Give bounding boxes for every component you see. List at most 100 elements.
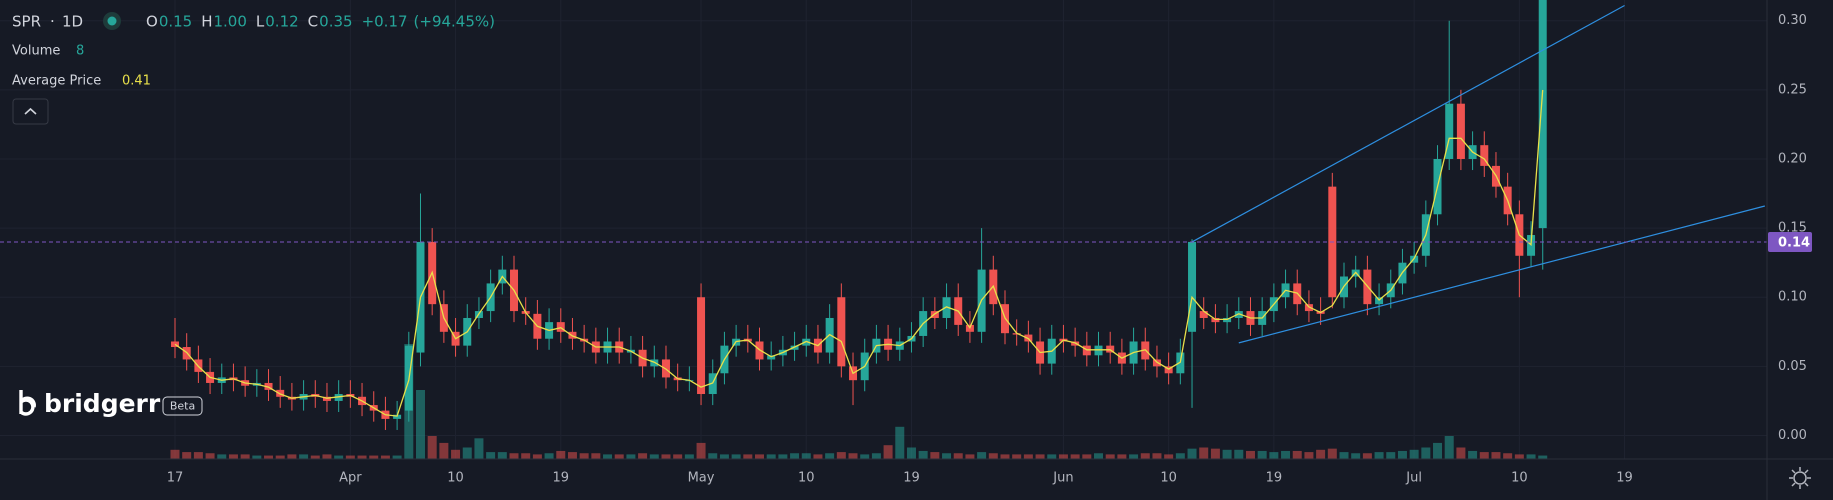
- x-tick-label: 10: [1511, 471, 1528, 486]
- x-tick-label: Jun: [1052, 471, 1073, 486]
- x-tick-label: 10: [798, 471, 815, 486]
- volume-bar: [918, 450, 928, 459]
- volume-bar: [1374, 452, 1384, 459]
- volume-bar: [521, 453, 531, 459]
- quote-label: C: [308, 13, 318, 31]
- volume-bar: [1210, 448, 1220, 459]
- volume-bar: [603, 454, 613, 459]
- volume-bar: [205, 453, 215, 459]
- indicator-value: 0.41: [122, 74, 151, 89]
- volume-bar: [778, 454, 788, 459]
- header: SPR · 1D O 0.15 H 1.00 L 0.12 C 0.35 +0.17 (+94.4…: [12, 12, 495, 125]
- candle-body: [322, 396, 331, 401]
- settings[interactable]: [1789, 467, 1811, 489]
- x-tick-label: 19: [903, 471, 920, 486]
- volume-bar: [743, 454, 753, 459]
- volume-bar: [334, 455, 344, 459]
- badge-box: [162, 396, 203, 416]
- quote: O 0.15 H 1.00 L 0.12 C 0.35 +0.17 (+94.45%): [146, 13, 495, 31]
- candle-body: [1106, 345, 1115, 353]
- volume-bar: [1351, 453, 1361, 459]
- volume-bar: [1421, 447, 1431, 459]
- symbol: SPR: [12, 13, 41, 31]
- volume-bar: [1047, 454, 1057, 459]
- y-tick-label: 0.10: [1778, 290, 1807, 305]
- volume-bar: [1526, 454, 1536, 459]
- quote-value: 1.00: [214, 13, 247, 31]
- quote-value: 0.35: [319, 13, 352, 31]
- volume-bar: [1245, 450, 1255, 459]
- volume-bar: [486, 452, 496, 459]
- volume-bar: [1433, 442, 1443, 459]
- candle-body: [1199, 311, 1208, 318]
- volume-bar: [1082, 454, 1092, 459]
- y-tick-label: 0.25: [1778, 82, 1807, 97]
- volume-bar: [287, 454, 297, 459]
- volume-bar: [532, 454, 542, 459]
- trend-line: [1191, 5, 1625, 243]
- volume-bar: [462, 447, 472, 459]
- volume-bar: [1456, 447, 1466, 459]
- volume-bar: [1129, 454, 1139, 459]
- x-tick-label: 10: [447, 471, 464, 486]
- volume-bar: [1234, 449, 1244, 459]
- x-tick-label: May: [688, 471, 715, 486]
- settings-icon[interactable]: [1793, 471, 1807, 485]
- brand: bridgerr Beta: [19, 389, 203, 418]
- volume-bar: [1514, 454, 1524, 459]
- volume-bar: [1058, 454, 1068, 459]
- volume-bar: [310, 455, 320, 459]
- volume-bar: [906, 447, 916, 459]
- volume-bar: [895, 426, 905, 459]
- volume-bar: [252, 455, 262, 459]
- volume-bar: [766, 454, 776, 459]
- volume-bar: [1117, 454, 1127, 459]
- volume-bar: [696, 442, 706, 459]
- volume-bar: [1491, 452, 1501, 459]
- price-label: 0.14: [1778, 235, 1810, 250]
- settings-rays: [1789, 467, 1811, 489]
- volume-bar: [790, 453, 800, 459]
- volume-bar: [1152, 453, 1162, 459]
- volume-bar: [755, 454, 764, 459]
- volume-bar: [1304, 452, 1314, 459]
- volume-bar: [322, 454, 332, 459]
- y-tick-label: 0.05: [1778, 359, 1807, 374]
- x-tick-label: 19: [1616, 471, 1633, 486]
- volume-bar: [848, 453, 858, 459]
- candle-body: [334, 394, 343, 401]
- chevron-icon: [24, 107, 37, 115]
- x-tick-label: Apr: [339, 471, 362, 486]
- volume-bar: [1140, 453, 1150, 459]
- volume-bar: [626, 454, 636, 459]
- volume-bar: [228, 454, 238, 459]
- volume-bar: [813, 454, 823, 459]
- volume-bar: [988, 453, 998, 459]
- volume-bar: [1164, 454, 1174, 459]
- volume-bar: [509, 453, 519, 459]
- volume-bar: [1292, 450, 1302, 459]
- volume-bar: [649, 454, 659, 459]
- quote-label: H: [201, 13, 212, 31]
- indicator-name: Volume: [12, 44, 60, 59]
- volume-bar: [965, 454, 975, 459]
- volume-bar: [1269, 452, 1279, 459]
- change: +0.17: [362, 13, 408, 31]
- volume-bar: [1409, 449, 1419, 459]
- volume-bar: [1397, 450, 1407, 459]
- volume-bar: [240, 454, 250, 459]
- volume-bar: [1257, 450, 1267, 459]
- x-tick-label: 19: [1266, 471, 1283, 486]
- candle-body: [1480, 145, 1489, 166]
- volume-bar: [1468, 450, 1478, 459]
- candle-body: [1094, 345, 1103, 356]
- candle-body: [556, 322, 565, 332]
- candle-body: [171, 341, 179, 348]
- collapse-button[interactable]: [12, 98, 49, 125]
- volume-bar: [193, 452, 203, 459]
- quote-value: 0.15: [159, 13, 192, 31]
- x-tick-label: 19: [552, 471, 569, 486]
- volume-bar: [392, 455, 402, 459]
- candle-body: [1445, 103, 1454, 159]
